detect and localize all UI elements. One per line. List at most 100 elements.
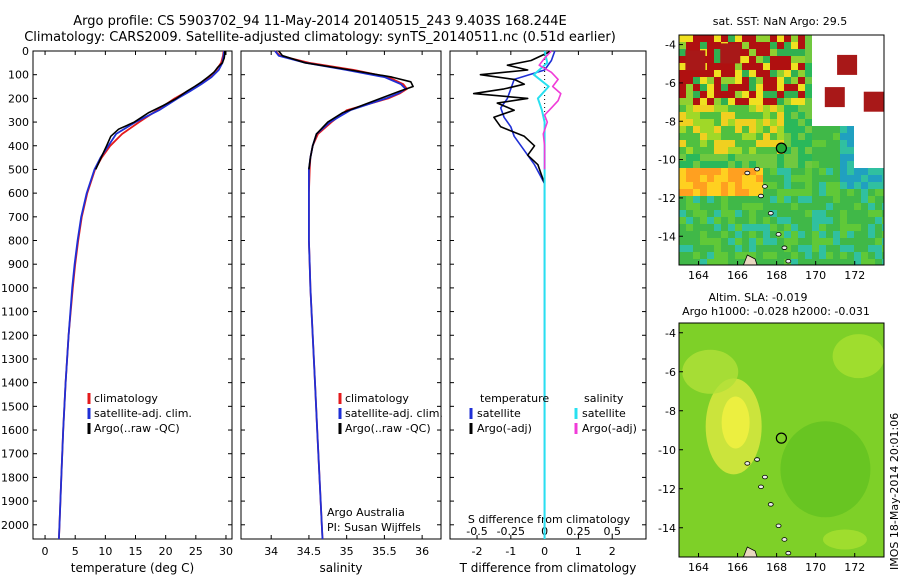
sst-cell [777, 91, 784, 98]
sst-cell [714, 63, 721, 70]
sst-cell [805, 210, 812, 217]
sst-cell [833, 175, 840, 182]
sst-cell [819, 217, 826, 224]
x-tick-label: 166 [727, 561, 748, 574]
y-tick-label: 900 [8, 258, 29, 271]
sst-cell [721, 147, 728, 154]
sst-cell [721, 77, 728, 84]
sst-cell [770, 105, 777, 112]
sst-cell [728, 259, 735, 265]
sst-cell [833, 140, 840, 147]
sst-cell [784, 49, 791, 56]
sst-cell [693, 224, 700, 231]
sst-cell [679, 133, 686, 140]
sla-low [780, 421, 871, 518]
sst-cell [812, 105, 819, 112]
sst-cell [777, 210, 784, 217]
sst-cell [826, 252, 833, 259]
sst-cell [714, 147, 721, 154]
sst-cell [777, 154, 784, 161]
sst-cell [763, 252, 770, 259]
sst-cell [686, 182, 693, 189]
sst-cell [707, 203, 714, 210]
sst-cell [735, 133, 742, 140]
sst-cell [798, 63, 805, 70]
x-tick-label: 168 [766, 269, 787, 282]
sst-cell [721, 119, 728, 126]
sst-cell [812, 35, 819, 42]
sst-cell [875, 154, 882, 161]
sst-cell [707, 238, 714, 245]
sst-cell [840, 105, 847, 112]
sst-cell [714, 168, 721, 175]
sst-cell [763, 161, 770, 168]
sst-cell [805, 168, 812, 175]
sst-cell [812, 245, 819, 252]
sst-cell [791, 112, 798, 119]
sst-cell [693, 210, 700, 217]
sst-cell [700, 175, 707, 182]
plot-frame [32, 50, 233, 540]
sst-cell [728, 217, 735, 224]
sst-cell [784, 35, 791, 42]
sst-cell [700, 105, 707, 112]
sst-cell [791, 175, 798, 182]
sst-cell [721, 203, 728, 210]
sst-cell [742, 140, 749, 147]
sst-cell [861, 70, 868, 77]
y-tick-label: -14 [658, 522, 676, 535]
sst-cell [826, 126, 833, 133]
sst-cell [721, 63, 728, 70]
sst-cell [679, 112, 686, 119]
sst-cell [700, 126, 707, 133]
sst-cell [812, 147, 819, 154]
sst-cell [798, 196, 805, 203]
sst-cell [819, 203, 826, 210]
sst-cell [875, 210, 882, 217]
sst-cell [749, 189, 756, 196]
sst-cell [812, 49, 819, 56]
sst-cell [756, 56, 763, 63]
sst-cell [826, 259, 833, 265]
series-line-3 [538, 50, 562, 170]
y-tick-label: 300 [8, 116, 29, 129]
sst-cell [875, 238, 882, 245]
sst-cell [812, 77, 819, 84]
sst-cell [700, 98, 707, 105]
sst-cell [763, 35, 770, 42]
sst-cell [721, 196, 728, 203]
sst-cell [707, 210, 714, 217]
sst-cell [826, 231, 833, 238]
sst-cell [847, 147, 854, 154]
sst-cell [763, 259, 770, 265]
sst-cell [826, 140, 833, 147]
sst-cell [798, 77, 805, 84]
sst-cell [875, 217, 882, 224]
legend-label: Argo(-adj) [582, 422, 637, 435]
sst-cell [693, 35, 700, 42]
sst-cell [756, 91, 763, 98]
sst-cell [833, 77, 840, 84]
sst-cell [875, 119, 882, 126]
sst-cell [693, 42, 700, 49]
sst-cell [742, 210, 749, 217]
legend-label: satellite-adj. clim. [345, 407, 443, 420]
sst-cell [742, 49, 749, 56]
sst-cell [791, 49, 798, 56]
sst-cell [833, 133, 840, 140]
x-axis-label: temperature (deg C) [71, 561, 194, 575]
sst-cell [812, 210, 819, 217]
sst-cell [798, 238, 805, 245]
sst-cell [812, 252, 819, 259]
sst-cell [875, 77, 882, 84]
sst-cell [721, 91, 728, 98]
sst-cell [854, 49, 861, 56]
sst-cell [784, 91, 791, 98]
sst-cell [686, 77, 693, 84]
sst-cell [798, 203, 805, 210]
sst-cell [847, 84, 854, 91]
sst-cell [707, 224, 714, 231]
sst-cell [882, 175, 884, 182]
sst-cell [875, 49, 882, 56]
sst-cell [721, 161, 728, 168]
